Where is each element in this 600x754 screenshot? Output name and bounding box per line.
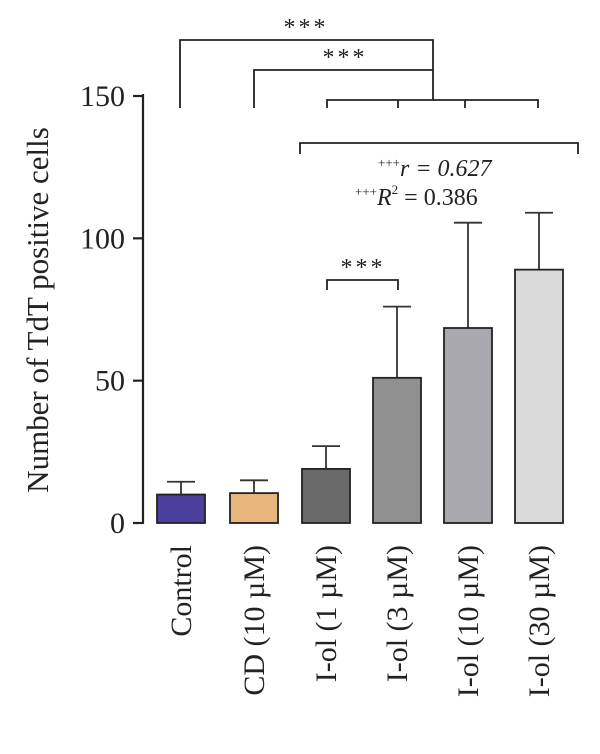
pair-significance-1-3: ***	[341, 255, 386, 281]
control-bracket	[179, 39, 434, 108]
bar	[229, 492, 279, 524]
trend-r-value: r = 0.627	[400, 156, 493, 182]
y-axis-title: Number of TdT positive cells	[20, 127, 55, 493]
cd-significance: ***	[323, 45, 368, 71]
y-tick-label: 100	[80, 222, 125, 255]
trend-r2-symbol: R	[376, 185, 392, 211]
treatment-group-bracket	[326, 99, 539, 108]
trend-r-prefix: +++	[378, 155, 400, 170]
x-category-label: I-ol (10 µM)	[452, 545, 485, 697]
x-category-label: I-ol (30 µM)	[523, 545, 556, 697]
trend-r-text: +++r = 0.627	[378, 155, 493, 182]
y-tick-label: 150	[80, 80, 125, 113]
x-category-label: Control	[165, 545, 198, 637]
bar	[443, 327, 493, 524]
pair-bracket-1-3	[326, 279, 399, 290]
bars	[156, 211, 564, 524]
x-category-label: CD (10 µM)	[238, 545, 271, 696]
y-axis-ticks: 0 50 100 150	[80, 80, 143, 540]
significance-annotations: *** *** +++r = 0.627 +++R2 = 0.386 ***	[179, 15, 579, 290]
x-axis-labels: Control CD (10 µM) I-ol (1 µM) I-ol (3 µM) I…	[165, 545, 556, 697]
trend-r2-exponent: 2	[392, 182, 399, 197]
bar	[514, 268, 564, 524]
y-tick-label: 50	[95, 365, 125, 398]
cd-bracket	[253, 69, 433, 108]
x-category-label: I-ol (1 µM)	[310, 545, 343, 682]
control-significance: ***	[284, 15, 329, 41]
bar	[301, 468, 351, 524]
trend-r2-text: +++R2 = 0.386	[355, 182, 478, 211]
trend-bracket	[299, 142, 579, 154]
trend-r2-prefix: +++	[355, 184, 377, 199]
y-tick-label: 0	[110, 507, 125, 540]
x-category-label: I-ol (3 µM)	[381, 545, 414, 682]
bar	[372, 376, 422, 524]
trend-r2-value: = 0.386	[398, 185, 478, 211]
bar	[156, 493, 206, 524]
